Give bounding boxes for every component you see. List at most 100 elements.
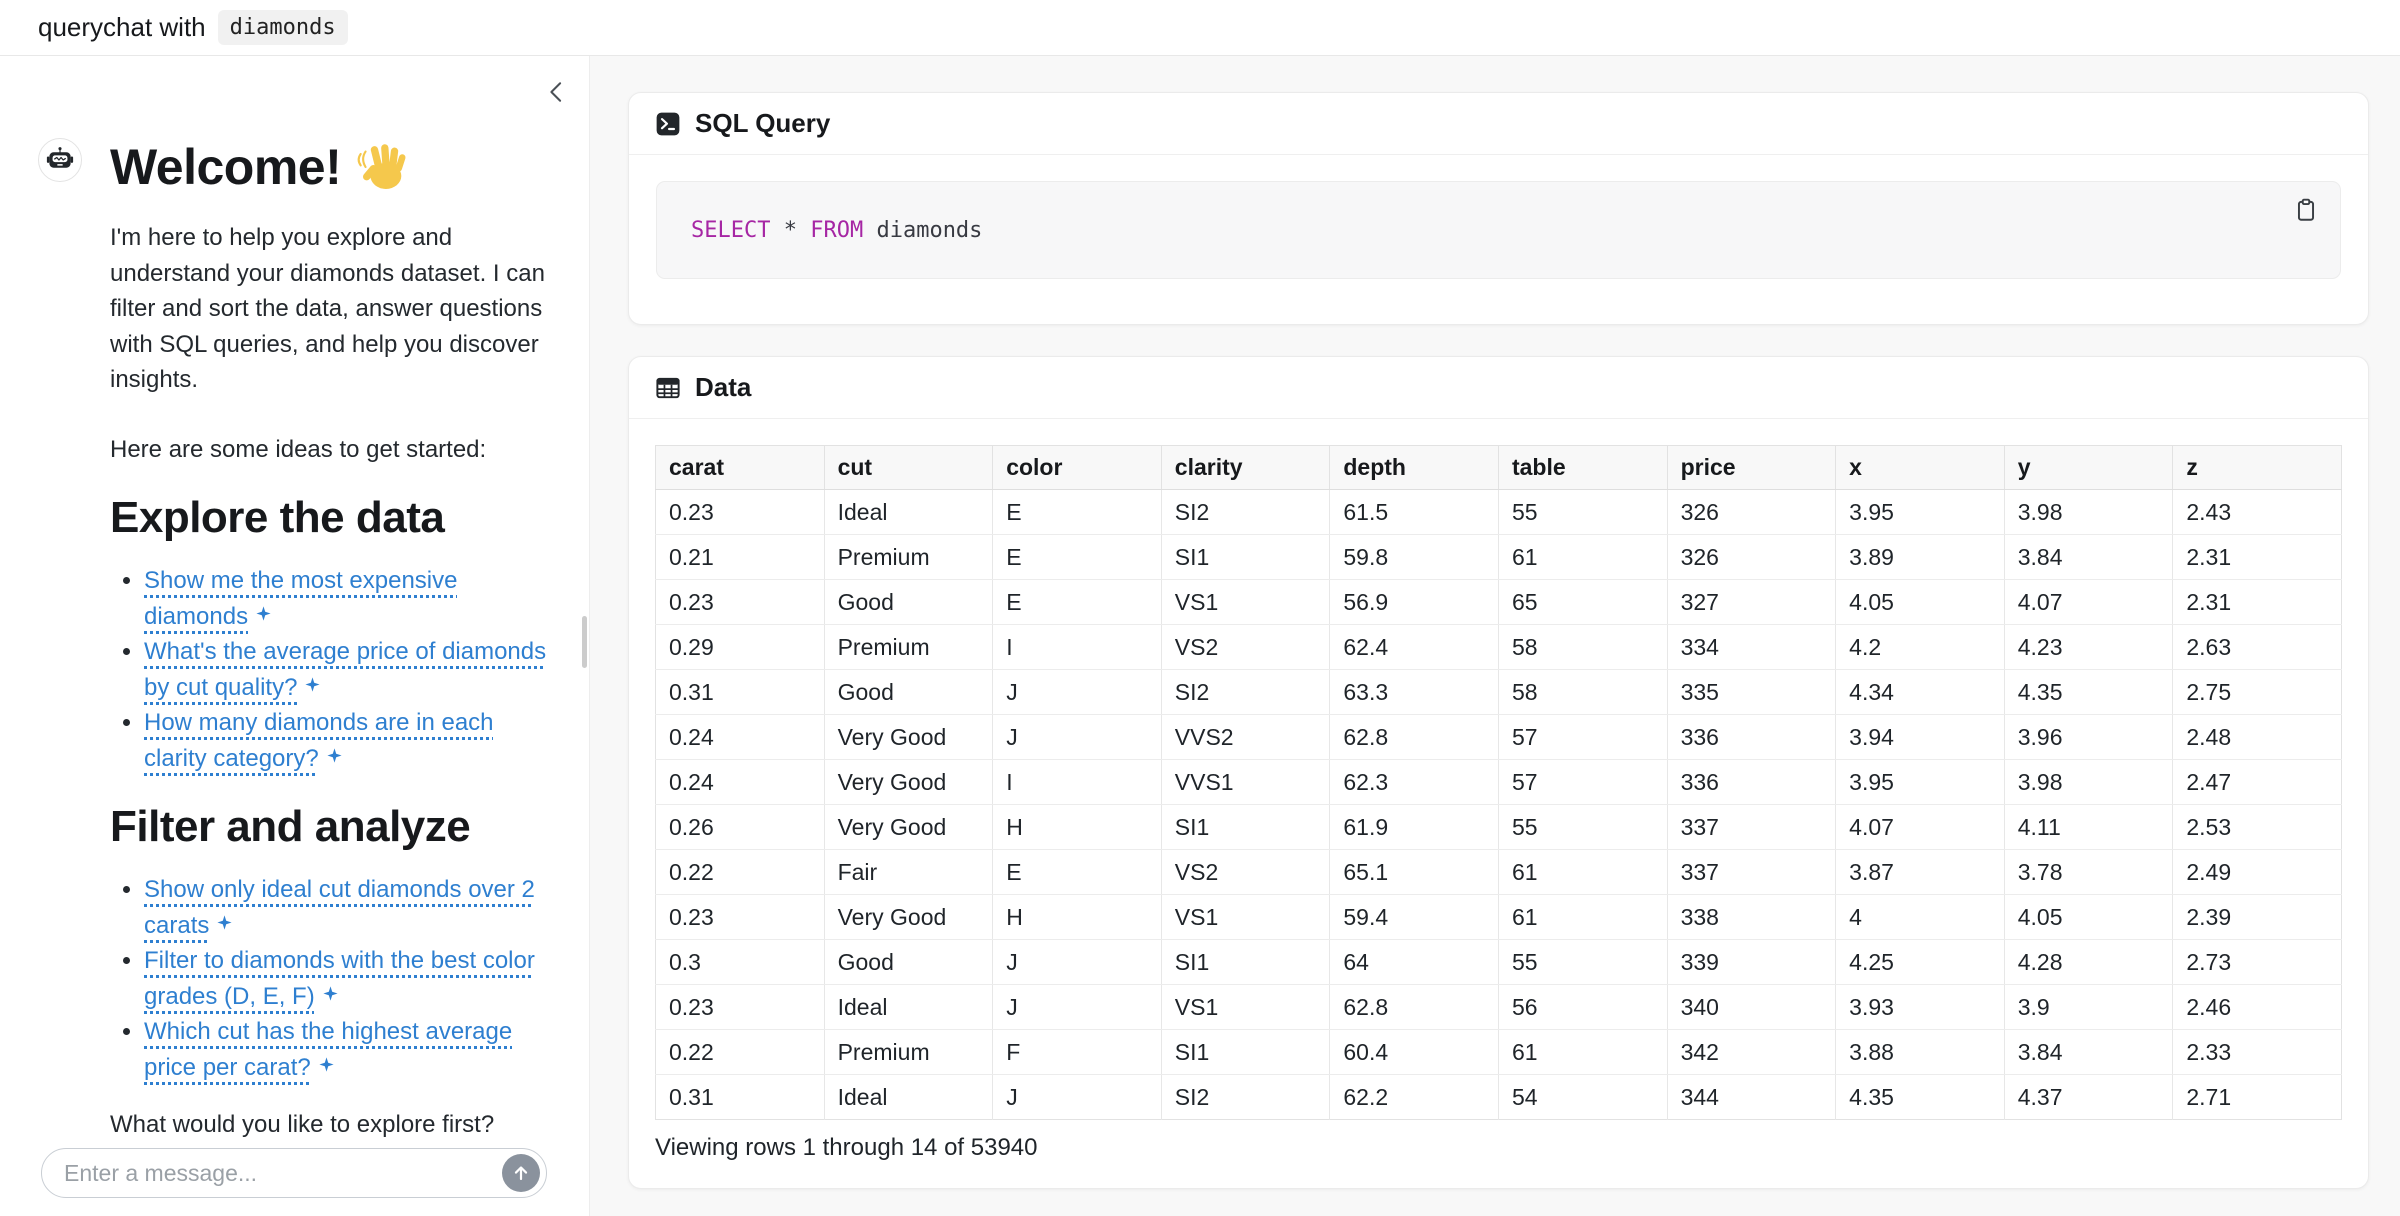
- waving-hand-emoji: [357, 144, 406, 189]
- table-cell: 4.11: [2004, 804, 2174, 850]
- suggestion-item: Show me the most expensive diamonds: [144, 563, 547, 634]
- suggestion-sections: Explore the data Show me the most expensi…: [110, 493, 547, 1085]
- table-cell: 0.21: [655, 534, 825, 580]
- suggestion-link[interactable]: Show me the most expensive diamonds: [144, 567, 458, 630]
- table-cell: Ideal: [824, 489, 994, 535]
- table-cell: E: [992, 849, 1162, 895]
- table-cell: 326: [1667, 534, 1837, 580]
- table-cell: E: [992, 534, 1162, 580]
- table-cell: 2.73: [2172, 939, 2342, 985]
- section-heading: Filter and analyze: [110, 802, 471, 851]
- column-header: table: [1498, 445, 1668, 490]
- sql-text: diamonds: [863, 217, 983, 243]
- table-cell: 4.25: [1835, 939, 2005, 985]
- table-cell: J: [992, 669, 1162, 715]
- table-cell: 0.31: [655, 1074, 825, 1120]
- suggestion-link[interactable]: How many diamonds are in each clarity ca…: [144, 709, 494, 772]
- column-header: clarity: [1161, 445, 1331, 490]
- app-title: querychat with: [38, 12, 206, 42]
- table-cell: 56: [1498, 984, 1668, 1030]
- sparkle-icon: [305, 676, 321, 692]
- chevron-left-icon: [550, 82, 562, 102]
- table-cell: 3.84: [2004, 1029, 2174, 1075]
- table-cell: 63.3: [1329, 669, 1499, 715]
- table-cell: 342: [1667, 1029, 1837, 1075]
- table-cell: SI1: [1161, 939, 1331, 985]
- header-row: carat cut color clarity depth table price x y z: [655, 445, 2342, 490]
- table-cell: 61: [1498, 894, 1668, 940]
- column-header: color: [992, 445, 1162, 490]
- table-cell: 3.87: [1835, 849, 2005, 895]
- table-cell: E: [992, 489, 1162, 535]
- table-cell: 3.96: [2004, 714, 2174, 760]
- table-cell: H: [992, 894, 1162, 940]
- table-cell: 2.33: [2172, 1029, 2342, 1075]
- table-cell: 0.26: [655, 804, 825, 850]
- table-row: 0.29 Premium I VS2 62.4 58 334 4.2 4.23 2.63: [655, 624, 2342, 670]
- table-cell: 3.98: [2004, 489, 2174, 535]
- table-cell: SI1: [1161, 804, 1331, 850]
- table-cell: 0.23: [655, 894, 825, 940]
- suggestion-link[interactable]: What's the average price of diamonds by …: [144, 638, 547, 701]
- sql-code: SELECT * FROM diamonds: [691, 218, 982, 243]
- table-cell: 54: [1498, 1074, 1668, 1120]
- table-row: 0.22 Fair E VS2 65.1 61 337 3.87 3.78 2.49: [655, 849, 2342, 895]
- table-cell: 65: [1498, 579, 1668, 625]
- table-cell: 62.2: [1329, 1074, 1499, 1120]
- table-cell: 4.23: [2004, 624, 2174, 670]
- robot-icon: [46, 147, 74, 168]
- copy-sql-button[interactable]: [2286, 190, 2326, 230]
- table-cell: VS2: [1161, 624, 1331, 670]
- table-cell: 59.4: [1329, 894, 1499, 940]
- data-card-body: carat cut color clarity depth table price x y z 0…: [629, 419, 2368, 1188]
- clipboard-icon: [2297, 198, 2315, 221]
- table-cell: 3.93: [1835, 984, 2005, 1030]
- table-cell: 3.95: [1835, 489, 2005, 535]
- chat-sidebar: Welcome!: [0, 56, 590, 1216]
- table-cell: 62.8: [1329, 714, 1499, 760]
- sql-card-body: SELECT * FROM diamonds: [629, 155, 2368, 324]
- table-cell: 65.1: [1329, 849, 1499, 895]
- sparkle-icon: [217, 914, 232, 930]
- table-cell: VS1: [1161, 894, 1331, 940]
- table-cell: VVS1: [1161, 759, 1331, 805]
- table-cell: 60.4: [1329, 1029, 1499, 1075]
- suggestion-link[interactable]: Show only ideal cut diamonds over 2 cara…: [144, 876, 535, 939]
- suggestion-link[interactable]: Which cut has the highest average price …: [144, 1018, 513, 1081]
- table-cell: 4.2: [1835, 624, 2005, 670]
- sidebar-collapse-button[interactable]: [537, 72, 577, 112]
- table-cell: 59.8: [1329, 534, 1499, 580]
- table-cell: SI1: [1161, 534, 1331, 580]
- sidebar-scrollbar-thumb[interactable]: [582, 616, 587, 668]
- table-cell: 4: [1835, 894, 2005, 940]
- table-cell: Very Good: [824, 714, 994, 760]
- table-cell: 4.07: [2004, 579, 2174, 625]
- assistant-avatar: [38, 138, 82, 182]
- table-cell: 62.3: [1329, 759, 1499, 805]
- data-card-header: Data: [629, 357, 2368, 419]
- table-cell: 57: [1498, 759, 1668, 805]
- table-cell: 58: [1498, 669, 1668, 715]
- table-cell: SI2: [1161, 669, 1331, 715]
- table-cell: 3.9: [2004, 984, 2174, 1030]
- sql-code-block: SELECT * FROM diamonds: [656, 181, 2341, 279]
- table-cell: 3.89: [1835, 534, 2005, 580]
- chat-message-input[interactable]: [41, 1148, 547, 1198]
- table-cell: 327: [1667, 579, 1837, 625]
- chat-input-row: [41, 1148, 547, 1198]
- data-card: Data carat cut color clarity depth table price…: [628, 356, 2369, 1189]
- send-message-button[interactable]: [502, 1154, 540, 1192]
- table-cell: Premium: [824, 534, 994, 580]
- table-cell: Good: [824, 939, 994, 985]
- column-header: cut: [824, 445, 994, 490]
- suggestion-link[interactable]: Filter to diamonds with the best color g…: [144, 947, 535, 1010]
- data-card-title: Data: [695, 372, 752, 402]
- table-cell: 0.23: [655, 579, 825, 625]
- table-cell: 2.46: [2172, 984, 2342, 1030]
- table-cell: 2.75: [2172, 669, 2342, 715]
- suggestion-list: Show me the most expensive diamonds What'…: [110, 563, 547, 776]
- data-table: carat cut color clarity depth table price x y z 0…: [655, 445, 2342, 1120]
- table-cell: 0.24: [655, 759, 825, 805]
- suggestion-item: What's the average price of diamonds by …: [144, 634, 547, 705]
- table-row: 0.24 Very Good J VVS2 62.8 57 336 3.94 3.96 2.48: [655, 714, 2342, 760]
